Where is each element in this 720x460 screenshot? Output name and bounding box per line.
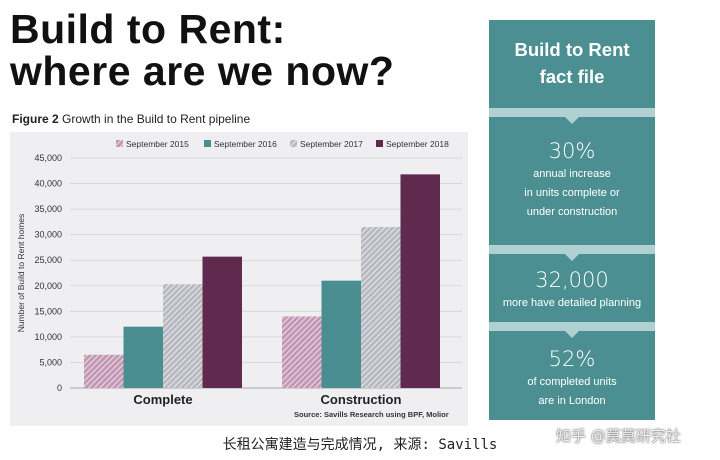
legend-label: September 2017 [300,139,363,149]
legend-label: September 2018 [386,139,449,149]
y-tick-label: 30,000 [34,230,62,240]
bar [84,354,124,388]
legend-label: September 2016 [214,139,277,149]
headline: Build to Rent: where are we now? [10,8,394,92]
figure-caption-text: Growth in the Build to Rent pipeline [62,112,251,126]
y-tick-label: 20,000 [34,281,62,291]
headline-line-1: Build to Rent: [10,6,286,52]
fact-text-line: annual increase [533,168,611,180]
legend-swatch [116,140,123,147]
fact-text-line: in units complete or [524,187,620,199]
bar [202,256,242,388]
bar [282,316,322,388]
chart-source: Source: Savills Research using BPF, Moli… [294,410,449,419]
chart-panel: September 2015 September 2016 September 20… [10,132,468,426]
y-tick-label: 40,000 [34,179,62,189]
fact-text-line: more have detailed planning [502,297,642,309]
fact-text-line: under construction [526,206,618,218]
y-tick-label: 10,000 [34,332,62,342]
y-axis-label: Number of Build to Rent homes [16,214,26,333]
watermark: 知乎 @莫莫研究社 [556,427,681,445]
fact-divider [489,245,655,254]
chevron-down-icon [565,254,579,261]
legend-swatch [376,140,383,147]
fact-value: 30% [548,139,596,163]
y-tick-label: 5,000 [39,357,62,367]
fact-file-title: Build to Rent fact file [489,20,655,108]
fact-item: 32,000 more have detailed planning [489,254,655,322]
bar [123,326,163,388]
bar [361,227,401,388]
fact-item: 30% annual increase in units complete or… [489,117,655,245]
bar [163,284,203,388]
fact-divider [489,322,655,331]
legend-label: September 2015 [126,139,189,149]
fact-file-title-line-2: fact file [539,66,605,87]
figure-caption: Figure 2 Growth in the Build to Rent pip… [12,112,250,126]
fact-value: 52% [548,347,596,371]
x-tick-label: Complete [133,392,192,407]
headline-line-2: where are we now? [10,48,395,94]
legend-swatch [290,140,297,147]
y-tick-label: 0 [57,383,62,393]
fact-file-title-line-1: Build to Rent [514,39,630,60]
y-tick-label: 25,000 [34,255,62,265]
fact-value: 32,000 [535,268,609,292]
fact-item: 52% of completed units are in London [489,331,655,420]
fact-text-line: of completed units [527,376,617,388]
chevron-down-icon [565,117,579,124]
fact-divider [489,108,655,117]
figure-label: Figure 2 [12,112,59,126]
x-tick-label: Construction [321,392,402,407]
bar [321,280,361,388]
y-tick-label: 15,000 [34,306,62,316]
bar [400,174,440,388]
y-tick-label: 45,000 [34,153,62,163]
bar-chart: September 2015 September 2016 September 20… [16,139,462,407]
legend-swatch [204,140,211,147]
bottom-caption: 长租公寓建造与完成情况, 来源: Savills [222,437,498,453]
chevron-down-icon [565,331,579,338]
y-tick-label: 35,000 [34,204,62,214]
fact-file-panel: Build to Rent fact file 30% annual incre… [489,20,655,420]
fact-text-line: are in London [538,395,606,407]
